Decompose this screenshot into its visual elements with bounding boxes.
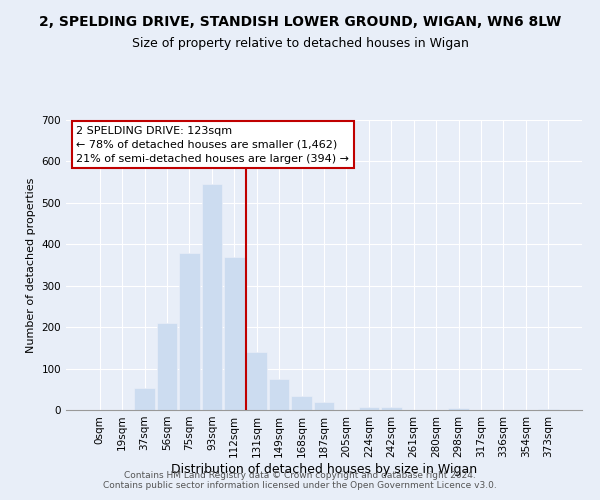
Text: Size of property relative to detached houses in Wigan: Size of property relative to detached ho… <box>131 38 469 51</box>
Bar <box>538 409 559 410</box>
Bar <box>247 352 267 410</box>
Bar <box>157 323 178 410</box>
Bar <box>269 379 289 410</box>
Bar <box>202 184 222 410</box>
Bar <box>314 402 334 410</box>
Bar <box>448 408 469 410</box>
Text: Contains HM Land Registry data © Crown copyright and database right 2024.
Contai: Contains HM Land Registry data © Crown c… <box>103 470 497 490</box>
Bar <box>134 388 155 410</box>
Text: 2 SPELDING DRIVE: 123sqm
← 78% of detached houses are smaller (1,462)
21% of sem: 2 SPELDING DRIVE: 123sqm ← 78% of detach… <box>76 126 349 164</box>
Bar <box>291 396 312 410</box>
X-axis label: Distribution of detached houses by size in Wigan: Distribution of detached houses by size … <box>171 462 477 475</box>
Text: 2, SPELDING DRIVE, STANDISH LOWER GROUND, WIGAN, WN6 8LW: 2, SPELDING DRIVE, STANDISH LOWER GROUND… <box>39 15 561 29</box>
Bar <box>224 256 245 410</box>
Bar <box>359 406 379 410</box>
Bar <box>381 406 401 410</box>
Bar <box>179 252 200 410</box>
Y-axis label: Number of detached properties: Number of detached properties <box>26 178 36 352</box>
